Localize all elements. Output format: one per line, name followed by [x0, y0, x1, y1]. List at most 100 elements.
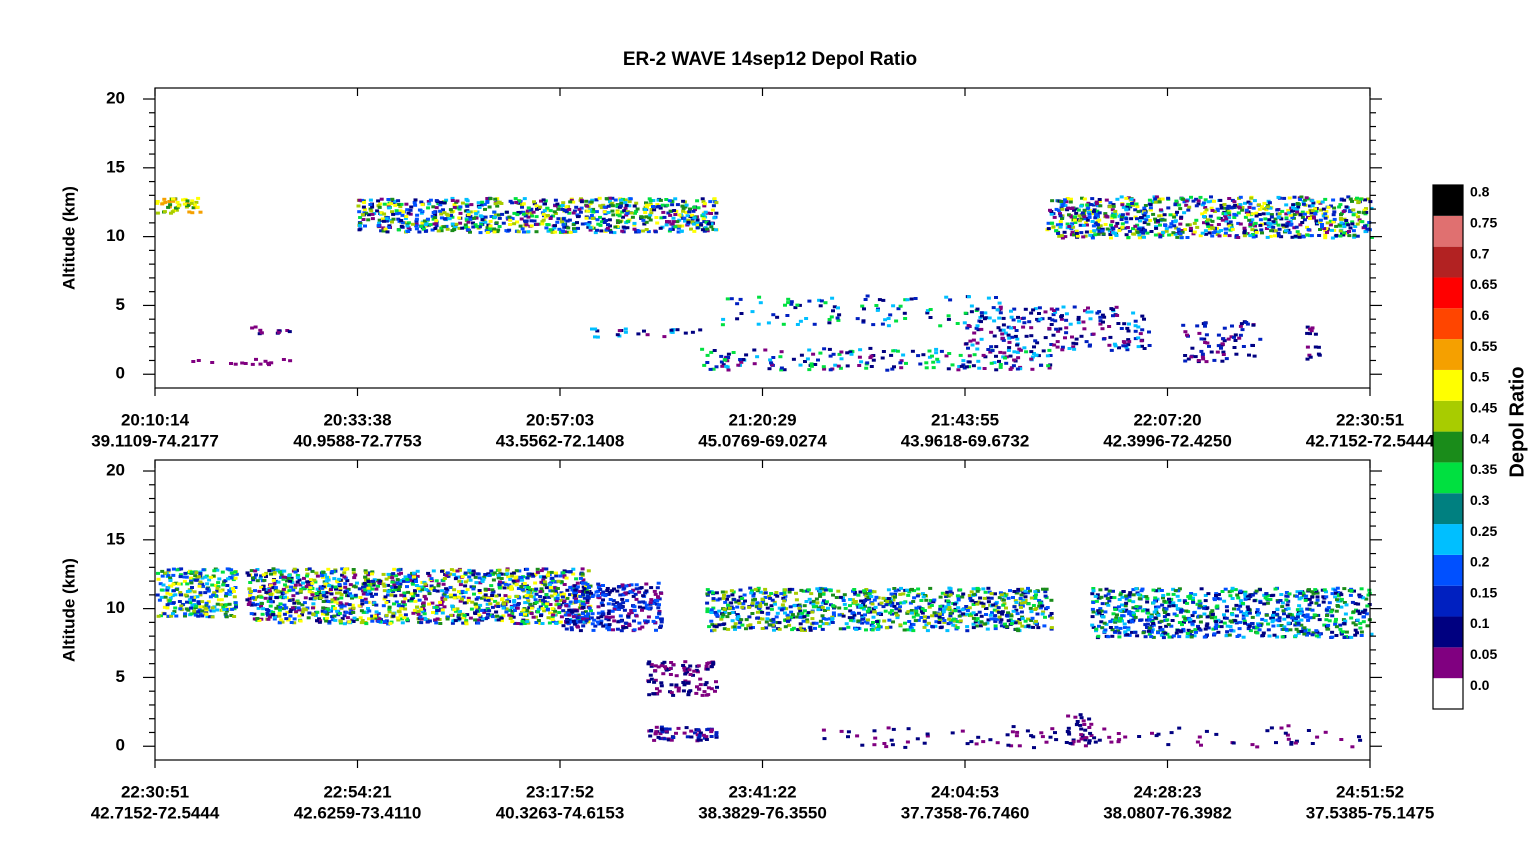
backscatter-speckle — [858, 348, 863, 352]
backscatter-speckle — [618, 204, 623, 208]
backscatter-speckle — [1184, 203, 1189, 207]
backscatter-speckle — [820, 601, 825, 605]
backscatter-speckle — [1042, 624, 1047, 628]
backscatter-speckle — [246, 603, 251, 606]
backscatter-speckle — [1233, 339, 1238, 342]
backscatter-speckle — [809, 364, 814, 368]
backscatter-speckle — [1172, 215, 1177, 219]
backscatter-speckle — [272, 571, 277, 575]
backscatter-speckle — [1247, 218, 1252, 222]
backscatter-speckle — [578, 629, 583, 633]
backscatter-speckle — [930, 354, 934, 358]
backscatter-speckle — [652, 601, 657, 605]
backscatter-speckle — [370, 205, 375, 209]
backscatter-speckle — [434, 219, 439, 223]
backscatter-speckle — [787, 587, 792, 591]
backscatter-speckle — [277, 614, 282, 618]
backscatter-speckle — [433, 216, 438, 220]
backscatter-speckle — [453, 609, 458, 613]
backscatter-speckle — [1284, 203, 1289, 207]
backscatter-speckle — [676, 226, 681, 230]
backscatter-speckle — [607, 196, 612, 200]
backscatter-speckle — [471, 221, 475, 225]
backscatter-speckle — [392, 581, 397, 585]
backscatter-speckle — [388, 621, 393, 625]
backscatter-speckle — [1217, 234, 1222, 238]
backscatter-speckle — [868, 346, 873, 350]
backscatter-speckle — [1229, 335, 1234, 339]
backscatter-speckle — [606, 223, 610, 227]
backscatter-speckle — [327, 620, 332, 624]
backscatter-speckle — [471, 573, 476, 577]
backscatter-speckle — [1120, 215, 1124, 219]
backscatter-speckle — [413, 198, 418, 202]
backscatter-speckle — [1339, 198, 1344, 202]
backscatter-speckle — [379, 211, 384, 215]
backscatter-speckle — [613, 605, 618, 608]
backscatter-speckle — [1244, 210, 1249, 214]
backscatter-speckle — [325, 575, 329, 579]
backscatter-speckle — [644, 589, 649, 593]
backscatter-speckle — [798, 363, 803, 367]
backscatter-speckle — [406, 226, 411, 230]
backscatter-speckle — [1064, 318, 1069, 322]
backscatter-speckle — [277, 612, 282, 615]
backscatter-speckle — [562, 569, 567, 573]
backscatter-speckle — [363, 597, 368, 601]
backscatter-speckle — [637, 229, 641, 233]
backscatter-speckle — [666, 211, 671, 215]
backscatter-speckle — [1131, 203, 1136, 207]
backscatter-speckle — [391, 572, 396, 576]
backscatter-speckle — [285, 329, 290, 332]
backscatter-speckle — [249, 590, 253, 593]
backscatter-speckle — [644, 201, 648, 205]
backscatter-speckle — [591, 628, 596, 632]
backscatter-speckle — [1250, 218, 1255, 222]
backscatter-speckle — [681, 209, 686, 213]
backscatter-speckle — [191, 570, 196, 574]
backscatter-speckle — [863, 613, 867, 617]
backscatter-speckle — [458, 583, 463, 587]
backscatter-speckle — [438, 600, 442, 604]
backscatter-speckle — [865, 294, 870, 298]
backscatter-speckle — [487, 573, 492, 577]
backscatter-speckle — [366, 580, 371, 583]
backscatter-speckle — [1103, 223, 1108, 226]
backscatter-speckle — [500, 581, 505, 585]
backscatter-speckle — [605, 226, 610, 230]
backscatter-speckle — [629, 609, 634, 612]
backscatter-speckle — [526, 572, 531, 576]
backscatter-speckle — [1313, 207, 1318, 211]
backscatter-speckle — [462, 601, 467, 605]
backscatter-speckle — [700, 197, 705, 201]
backscatter-speckle — [1105, 215, 1110, 219]
backscatter-speckle — [252, 617, 257, 621]
backscatter-speckle — [1107, 343, 1112, 347]
backscatter-speckle — [938, 595, 943, 599]
backscatter-speckle — [668, 227, 673, 231]
backscatter-speckle — [1298, 198, 1303, 201]
backscatter-speckle — [911, 615, 916, 619]
backscatter-speckle — [518, 224, 523, 228]
backscatter-speckle — [859, 360, 864, 364]
backscatter-speckle — [1030, 616, 1035, 620]
backscatter-speckle — [1204, 360, 1209, 364]
backscatter-speckle — [433, 227, 438, 230]
backscatter-speckle — [965, 609, 970, 612]
backscatter-speckle — [846, 625, 851, 629]
backscatter-speckle — [637, 605, 642, 609]
backscatter-speckle — [330, 570, 335, 573]
backscatter-speckle — [292, 601, 297, 605]
backscatter-speckle — [1328, 219, 1333, 223]
backscatter-speckle — [875, 308, 880, 312]
backscatter-speckle — [654, 602, 659, 606]
backscatter-speckle — [1093, 221, 1098, 225]
backscatter-speckle — [956, 606, 961, 610]
backscatter-speckle — [1097, 310, 1102, 314]
backscatter-speckle — [259, 574, 264, 578]
backscatter-speckle — [1083, 221, 1088, 225]
backscatter-speckle — [993, 592, 997, 596]
backscatter-speckle — [1219, 206, 1224, 210]
backscatter-speckle — [1028, 589, 1032, 593]
backscatter-speckle — [758, 602, 762, 606]
